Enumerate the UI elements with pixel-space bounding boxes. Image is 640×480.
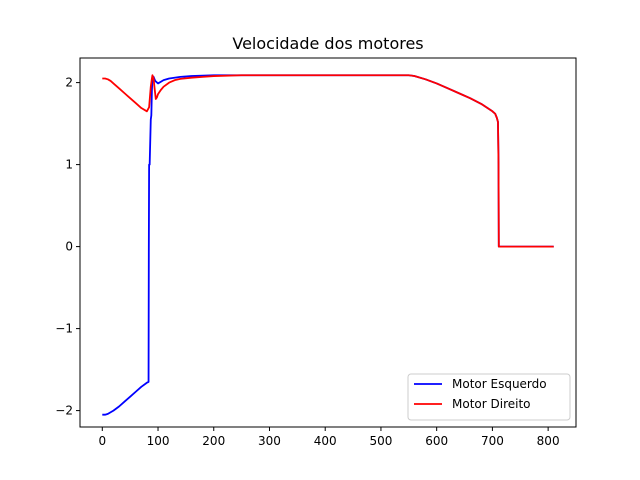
x-tick-label: 400: [314, 434, 337, 448]
series-line-motor-direito: [102, 74, 554, 248]
x-tick-label: 200: [202, 434, 225, 448]
x-tick-label: 100: [147, 434, 170, 448]
x-tick-label: 800: [537, 434, 560, 448]
y-axis: −2 −1 0 1 2: [55, 76, 80, 418]
chart-title: Velocidade dos motores: [232, 34, 423, 53]
y-tick-label: −2: [55, 404, 73, 418]
x-tick-label: 0: [98, 434, 106, 448]
y-tick-label: 0: [65, 240, 73, 254]
x-tick-label: 700: [481, 434, 504, 448]
y-tick-label: 2: [65, 76, 73, 90]
x-tick-label: 300: [258, 434, 281, 448]
legend-label: Motor Esquerdo: [452, 377, 547, 391]
legend: Motor Esquerdo Motor Direito: [407, 373, 571, 421]
y-tick-label: −1: [55, 322, 73, 336]
legend-box: [407, 373, 571, 421]
axes-background: [80, 58, 576, 427]
y-tick-label: 1: [65, 158, 73, 172]
series-group: [102, 74, 554, 416]
axes-frame: [79, 57, 577, 428]
x-axis: 0 100 200 300 400 500 600 700 800: [98, 427, 560, 448]
plot-area: [79, 57, 577, 428]
x-tick-label: 600: [425, 434, 448, 448]
legend-label: Motor Direito: [452, 397, 531, 411]
x-tick-label: 500: [369, 434, 392, 448]
